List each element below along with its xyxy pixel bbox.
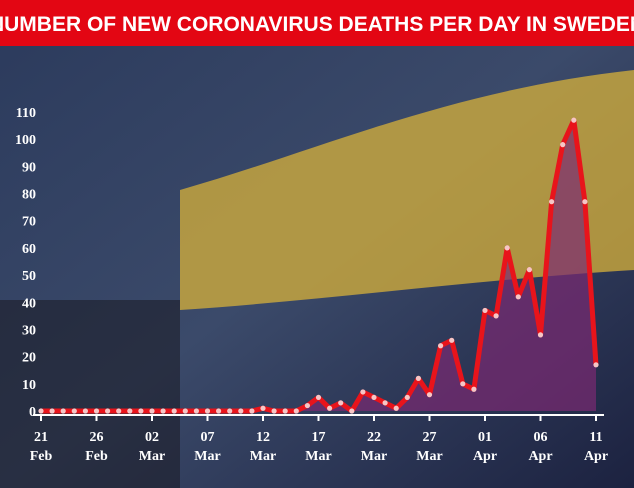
x-tick-label: 26 Feb [85, 430, 108, 464]
x-tick-label: 12 Mar [250, 430, 276, 464]
point [49, 408, 55, 414]
point [349, 408, 355, 414]
y-tick-label: 110 [16, 106, 36, 121]
x-tick-label: 17 Mar [305, 430, 331, 464]
y-tick-label: 10 [22, 378, 36, 393]
point [149, 408, 155, 414]
point [105, 408, 111, 414]
point [116, 408, 122, 414]
point [293, 408, 299, 414]
point [271, 408, 277, 414]
point [227, 408, 233, 414]
y-tick-label: 100 [15, 133, 36, 148]
point [327, 405, 333, 411]
title-bar [0, 0, 634, 46]
point [560, 142, 566, 148]
point [571, 117, 577, 123]
x-tick-label: 22 Mar [361, 430, 387, 464]
point [282, 408, 288, 414]
x-tick-label: 21 Feb [30, 430, 53, 464]
area [41, 120, 596, 412]
x-tick-label: 27 Mar [416, 430, 442, 464]
x-tick-label: 07 Mar [194, 430, 220, 464]
point [360, 389, 366, 395]
point [460, 381, 466, 387]
x-tick-label: 11 Apr [584, 430, 608, 464]
y-tick-label: 40 [22, 296, 36, 311]
point [127, 408, 133, 414]
plot: 0 10 20 30 40 50 60 70 80 90 100 110 21 Feb 26 Feb 02 Mar… [15, 106, 608, 464]
point [238, 408, 244, 414]
y-tick-label: 70 [22, 215, 36, 230]
point [38, 408, 44, 414]
point [582, 199, 588, 205]
x-tick-label: 06 Apr [528, 430, 552, 464]
point [382, 400, 388, 406]
point [471, 386, 477, 392]
point [438, 343, 444, 349]
y-tick-label: 60 [22, 242, 36, 257]
x-tick-label: 02 Mar [139, 430, 165, 464]
point [260, 405, 266, 411]
point [160, 408, 166, 414]
point [482, 307, 488, 314]
point [82, 408, 88, 414]
point [449, 337, 455, 343]
point [216, 408, 222, 414]
point [549, 199, 555, 205]
point [526, 267, 533, 273]
point [193, 408, 199, 414]
point [537, 332, 544, 338]
point [493, 313, 499, 319]
point [426, 392, 433, 398]
y-tick-label: 50 [22, 269, 36, 284]
point [304, 402, 310, 409]
y-tick-label: 80 [22, 188, 36, 203]
point [338, 400, 344, 406]
y-tick-label: 30 [22, 323, 36, 338]
point [393, 405, 399, 411]
point [593, 362, 599, 368]
chart-title: NUMBER OF NEW CORONAVIRUS DEATHS PER DAY… [0, 13, 634, 36]
point [371, 394, 377, 401]
point [60, 408, 66, 414]
point [171, 408, 177, 414]
point [404, 394, 410, 401]
flag-band [180, 70, 634, 310]
y-tick-label: 90 [22, 160, 36, 175]
point [504, 245, 510, 251]
point [71, 408, 77, 414]
point [182, 408, 188, 414]
y-tick-label: 0 [29, 405, 36, 420]
point [138, 408, 144, 414]
y-tick-label: 20 [22, 351, 36, 366]
point [315, 394, 322, 401]
point [204, 408, 211, 414]
point [515, 294, 521, 300]
point [249, 408, 255, 414]
shadow [0, 300, 180, 488]
point [93, 408, 100, 414]
point [415, 375, 421, 381]
x-tick-label: 01 Apr [473, 430, 497, 464]
